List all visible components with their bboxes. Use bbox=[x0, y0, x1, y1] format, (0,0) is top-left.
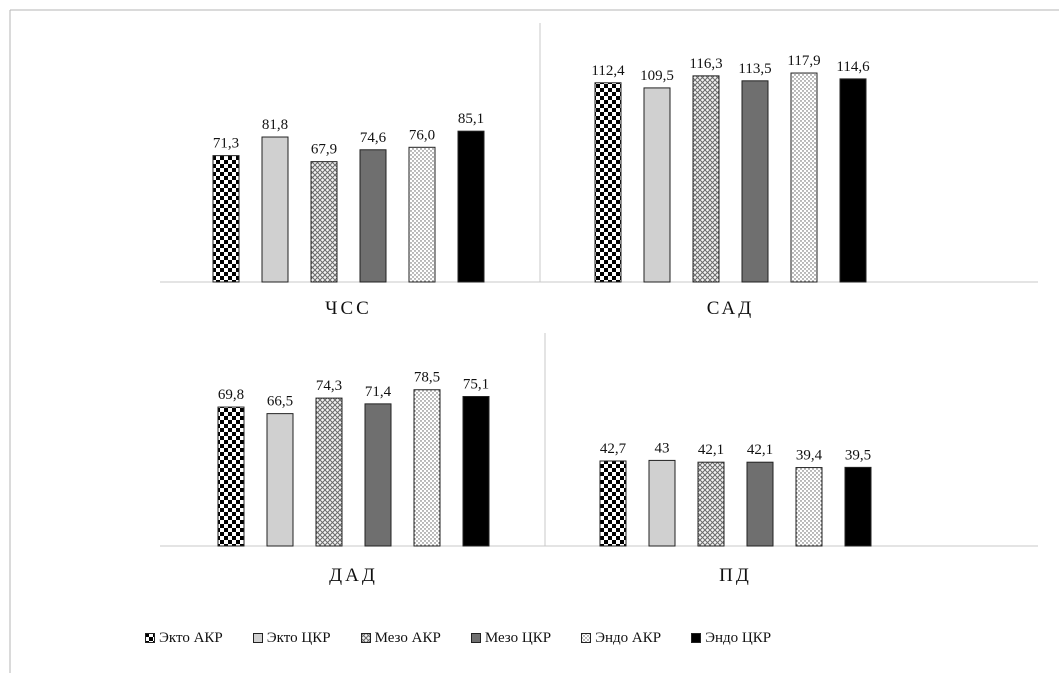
data-label: 75,1 bbox=[463, 377, 489, 393]
bar bbox=[408, 146, 436, 283]
panel-1: 71,3 81,8 67,9 74,6 76,0 85,1 ЧСС bbox=[160, 111, 540, 319]
bar bbox=[839, 78, 867, 283]
bar bbox=[364, 403, 392, 547]
data-label: 66,5 bbox=[267, 394, 293, 410]
legend-swatch bbox=[691, 633, 702, 643]
bar bbox=[844, 466, 872, 547]
legend-label: Эндо ЦКР bbox=[705, 629, 772, 646]
bar bbox=[746, 461, 774, 547]
data-label: 117,9 bbox=[787, 53, 820, 69]
bar bbox=[648, 459, 676, 547]
data-label: 78,5 bbox=[414, 370, 440, 386]
legend-label: Мезо АКР bbox=[374, 629, 441, 646]
data-label: 42,7 bbox=[600, 441, 627, 457]
data-label: 114,6 bbox=[836, 59, 870, 75]
bar bbox=[643, 87, 671, 283]
legend-swatch bbox=[252, 633, 263, 643]
legend-label: Экто ЦКР bbox=[266, 629, 331, 646]
legend-item: Мезо АКР bbox=[360, 629, 441, 647]
data-label: 67,9 bbox=[311, 142, 337, 158]
panel-title: ПД bbox=[719, 565, 752, 586]
panel-title: ЧСС bbox=[325, 298, 372, 319]
data-label: 112,4 bbox=[591, 63, 625, 79]
bar bbox=[457, 130, 485, 283]
legend-label: Мезо ЦКР bbox=[484, 629, 552, 646]
bar bbox=[462, 396, 490, 547]
panel-2: 112,4 109,5 116,3 113,5 117,9 114,6 САД bbox=[539, 23, 1038, 319]
legend-item: Эндо ЦКР bbox=[691, 630, 771, 647]
legend: Экто АКР Экто ЦКР Мезо А bbox=[145, 626, 945, 650]
data-label: 39,4 bbox=[796, 448, 823, 464]
bar bbox=[217, 406, 245, 547]
data-label: 74,6 bbox=[360, 130, 387, 146]
legend-item: Мезо ЦКР bbox=[470, 629, 552, 647]
bar bbox=[310, 161, 338, 283]
legend-item: Экто ЦКР bbox=[252, 629, 331, 647]
data-label: 85,1 bbox=[458, 111, 484, 127]
bar bbox=[315, 397, 343, 547]
bar bbox=[359, 149, 387, 283]
data-label: 109,5 bbox=[640, 68, 674, 84]
bar bbox=[795, 467, 823, 547]
data-label: 42,1 bbox=[747, 442, 773, 458]
bar bbox=[212, 155, 240, 283]
data-label: 71,3 bbox=[213, 136, 239, 152]
legend-swatch bbox=[581, 633, 592, 643]
legend-swatch bbox=[360, 633, 371, 643]
data-label: 76,0 bbox=[409, 127, 435, 143]
bar bbox=[594, 82, 622, 283]
data-label: 69,8 bbox=[218, 387, 244, 403]
data-label: 43 bbox=[655, 440, 670, 456]
data-label: 81,8 bbox=[262, 117, 288, 133]
legend-label: Эндо АКР bbox=[595, 629, 662, 646]
legend-item: Экто АКР bbox=[145, 630, 223, 647]
panel-4: 42,7 43 42,1 42,1 39,4 39,5 ПД bbox=[544, 333, 1038, 586]
bar bbox=[266, 413, 294, 547]
data-label: 42,1 bbox=[698, 442, 724, 458]
panel-3: 69,8 66,5 74,3 71,4 78,5 75,1 ДАД bbox=[160, 370, 545, 586]
bar bbox=[599, 460, 627, 547]
bar bbox=[697, 461, 725, 547]
data-label: 116,3 bbox=[689, 56, 722, 72]
bar bbox=[261, 136, 289, 283]
bar bbox=[790, 72, 818, 283]
data-label: 74,3 bbox=[316, 378, 342, 394]
bar bbox=[741, 80, 769, 283]
legend-item: Эндо АКР bbox=[581, 630, 661, 647]
legend-swatch bbox=[145, 633, 155, 643]
bar bbox=[413, 389, 441, 547]
panel-title: ДАД bbox=[329, 565, 378, 586]
data-label: 39,5 bbox=[845, 447, 871, 463]
bar bbox=[692, 75, 720, 283]
data-label: 113,5 bbox=[738, 61, 771, 77]
legend-label: Экто АКР bbox=[159, 629, 223, 646]
data-label: 71,4 bbox=[365, 384, 392, 400]
panel-title: САД bbox=[707, 298, 754, 319]
legend-swatch bbox=[470, 633, 481, 643]
